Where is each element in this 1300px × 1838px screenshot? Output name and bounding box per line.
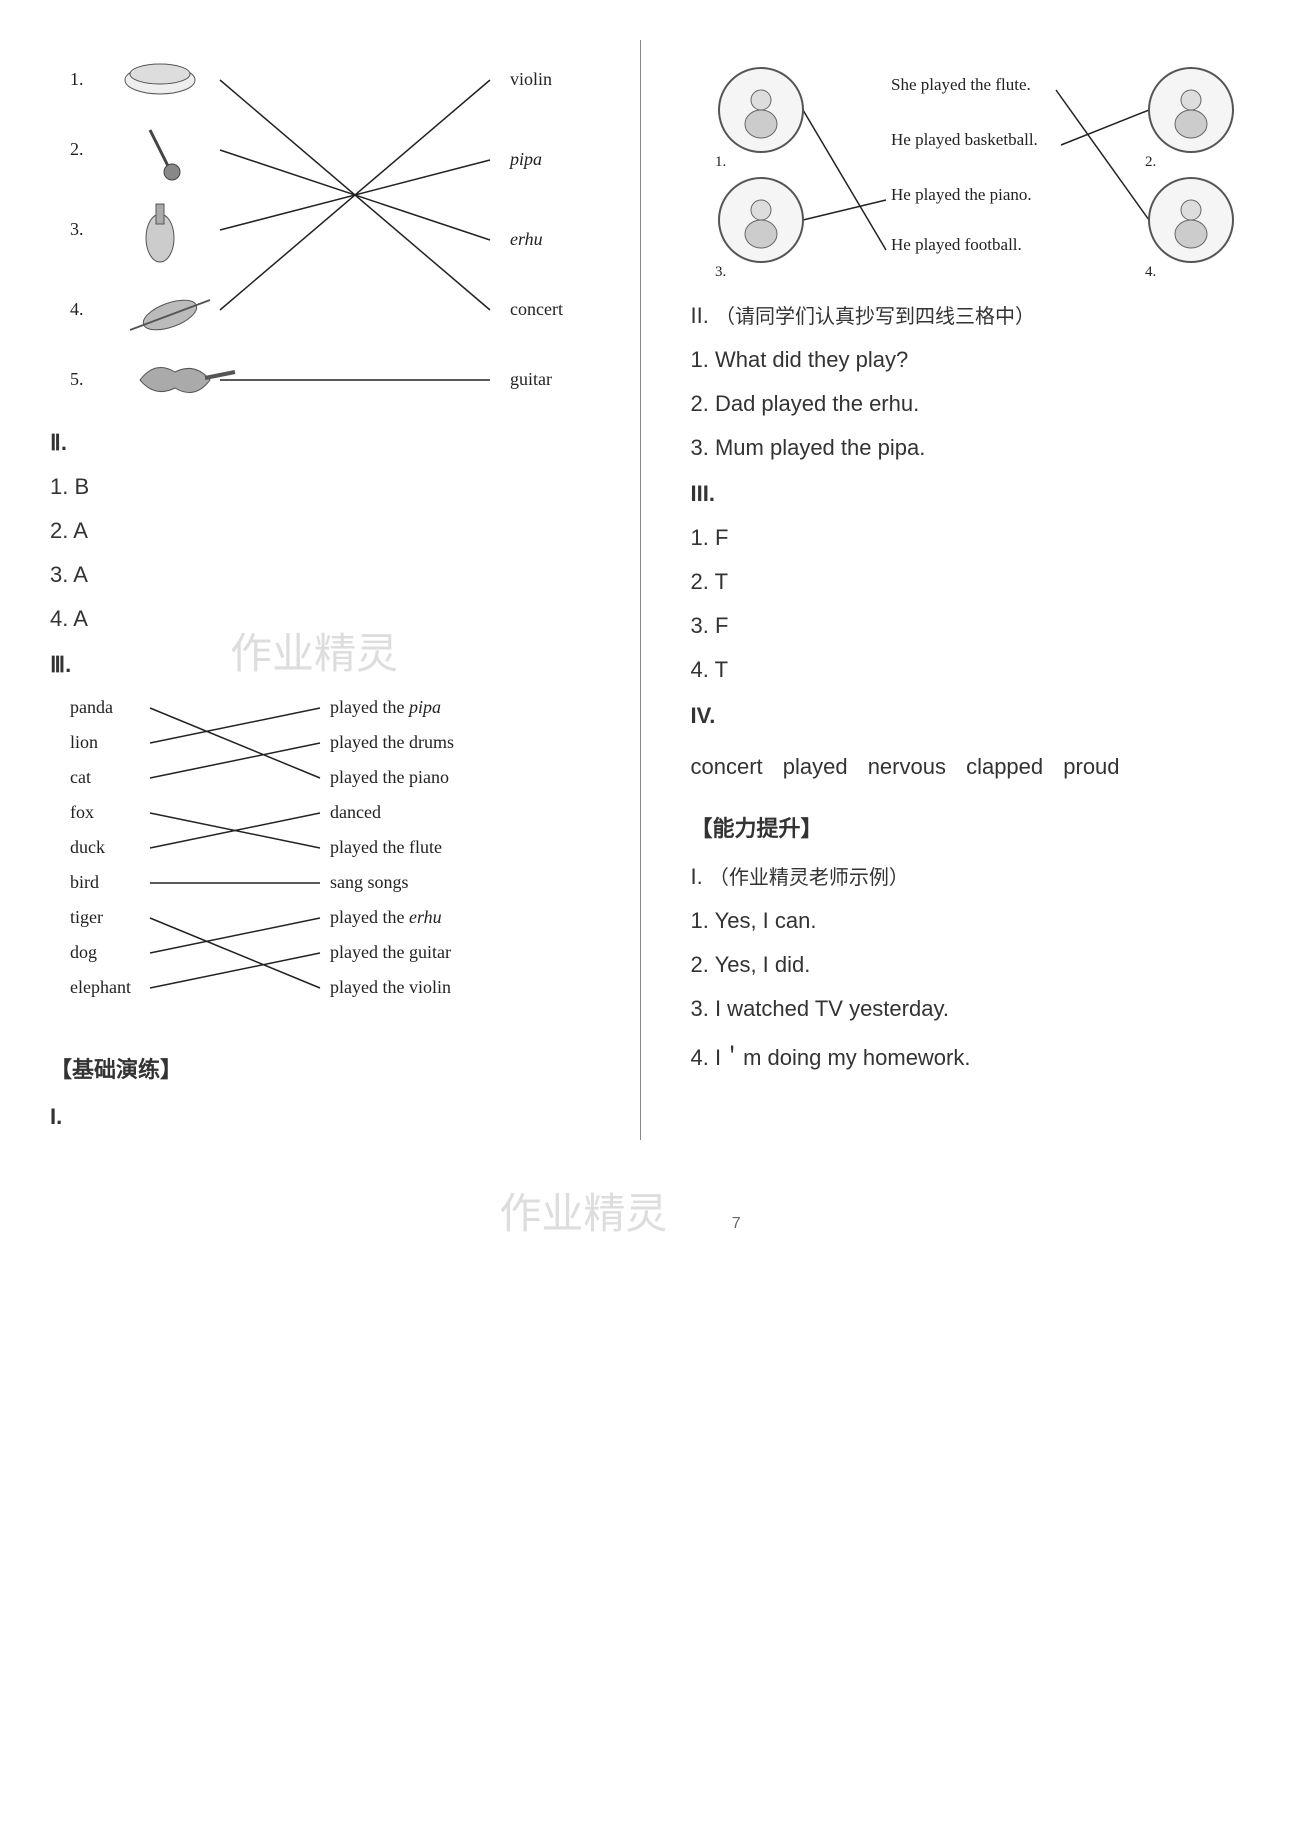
- heading-ability: 【能力提升】: [691, 811, 1251, 843]
- svg-text:played the piano: played the piano: [330, 767, 449, 787]
- svg-text:tiger: tiger: [70, 907, 103, 927]
- diagram3-svg: panda played the pipa lion played the drums…: [50, 688, 590, 1028]
- svg-text:bird: bird: [70, 872, 99, 892]
- svg-text:fox: fox: [70, 802, 94, 822]
- example-line: 3. I watched TV yesterday.: [691, 996, 1251, 1022]
- watermark-2: 作业精灵: [499, 1192, 667, 1238]
- svg-text:3.: 3.: [70, 219, 84, 239]
- svg-text:3.: 3.: [715, 264, 726, 280]
- section-i-note: （作业精灵老师示例）: [709, 867, 909, 889]
- svg-text:erhu: erhu: [510, 229, 543, 249]
- section-iii-label: Ⅲ.: [50, 652, 610, 678]
- svg-text:He played basketball.: He played basketball.: [891, 130, 1038, 149]
- svg-text:played the drums: played the drums: [330, 732, 454, 752]
- heading-basic-practice: 【基础演练】: [50, 1052, 610, 1084]
- section-i-label-left: I.: [50, 1104, 610, 1130]
- section-ii-label-right: II.: [691, 303, 709, 328]
- svg-text:4.: 4.: [70, 299, 84, 319]
- answer-line: 3. A: [50, 562, 610, 588]
- section-i-header-right: I. （作业精灵老师示例）: [691, 861, 1251, 890]
- tf-line: 4. T: [691, 657, 1251, 683]
- svg-text:danced: danced: [330, 802, 381, 822]
- svg-text:She played the flute.: She played the flute.: [891, 75, 1031, 94]
- svg-text:2.: 2.: [1145, 154, 1156, 170]
- section-iii-label-right: III.: [691, 481, 1251, 507]
- svg-text:sang songs: sang songs: [330, 872, 409, 892]
- svg-text:violin: violin: [510, 69, 552, 89]
- page-footer: 作业精灵 7: [50, 1180, 1250, 1241]
- section-ii-sentences: 1. What did they play? 2. Dad played the …: [691, 347, 1251, 461]
- right-column: 1. 2. 3. 4. She played the flute. He played b…: [671, 40, 1251, 1140]
- section-ii-note: （请同学们认真抄写到四线三格中）: [715, 306, 1035, 328]
- matching-diagram-top-right: 1. 2. 3. 4. She played the flute. He played b…: [691, 50, 1251, 280]
- svg-text:concert: concert: [510, 299, 563, 319]
- tf-line: 2. T: [691, 569, 1251, 595]
- svg-text:played the flute: played the flute: [330, 837, 442, 857]
- svg-text:played the guitar: played the guitar: [330, 942, 451, 962]
- section-ii-answers: 1. B 2. A 3. A 4. A: [50, 474, 610, 632]
- svg-text:duck: duck: [70, 837, 105, 857]
- section-iv-words: concert played nervous clapped proud: [691, 747, 1251, 787]
- svg-text:dog: dog: [70, 942, 97, 962]
- svg-text:4.: 4.: [1145, 264, 1156, 280]
- answer-line: 2. A: [50, 518, 610, 544]
- svg-text:cat: cat: [70, 767, 91, 787]
- svg-text:5.: 5.: [70, 369, 84, 389]
- section-iv-label: IV.: [691, 703, 1251, 729]
- svg-text:lion: lion: [70, 732, 98, 752]
- answer-line: 1. B: [50, 474, 610, 500]
- svg-text:elephant: elephant: [70, 977, 131, 997]
- answer-line: 4. A: [50, 606, 610, 632]
- tf-line: 1. F: [691, 525, 1251, 551]
- matching-diagram-1: 1. 2. 3. 4. 5. violin pipa erhu concert guitar: [50, 50, 610, 410]
- svg-text:panda: panda: [70, 697, 113, 717]
- sentence-line: 3. Mum played the pipa.: [691, 435, 1251, 461]
- svg-text:played the pipa: played the pipa: [330, 697, 441, 717]
- svg-text:He played football.: He played football.: [891, 235, 1022, 254]
- svg-text:pipa: pipa: [508, 149, 542, 169]
- sentence-line: 1. What did they play?: [691, 347, 1251, 373]
- example-line: 1. Yes, I can.: [691, 908, 1251, 934]
- example-line: 4. I＇m doing my homework.: [691, 1040, 1251, 1072]
- section-i-answers: 1. Yes, I can. 2. Yes, I did. 3. I watched…: [691, 908, 1251, 1072]
- diagram1-svg: 1. 2. 3. 4. 5. violin pipa erhu concert guitar: [50, 50, 590, 410]
- matching-diagram-3: panda played the pipa lion played the drums…: [50, 688, 610, 1028]
- section-i-label-right: I.: [691, 864, 703, 889]
- section-iii-answers: 1. F 2. T 3. F 4. T: [691, 525, 1251, 683]
- example-line: 2. Yes, I did.: [691, 952, 1251, 978]
- svg-text:2.: 2.: [70, 139, 84, 159]
- section-ii-label: Ⅱ.: [50, 430, 610, 456]
- diagram-right-svg: 1. 2. 3. 4. She played the flute. He played b…: [691, 50, 1251, 280]
- svg-text:guitar: guitar: [510, 369, 552, 389]
- svg-text:He played the piano.: He played the piano.: [891, 185, 1032, 204]
- svg-text:1.: 1.: [70, 69, 84, 89]
- sentence-line: 2. Dad played the erhu.: [691, 391, 1251, 417]
- svg-text:played the erhu: played the erhu: [330, 907, 442, 927]
- svg-text:1.: 1.: [715, 154, 726, 170]
- left-column: 1. 2. 3. 4. 5. violin pipa erhu concert guitar Ⅱ.…: [50, 40, 641, 1140]
- svg-text:played the violin: played the violin: [330, 977, 451, 997]
- section-ii-header-right: II. （请同学们认真抄写到四线三格中）: [691, 300, 1251, 329]
- page-number: 7: [732, 1215, 741, 1232]
- tf-line: 3. F: [691, 613, 1251, 639]
- page-worksheet: 1. 2. 3. 4. 5. violin pipa erhu concert guitar Ⅱ.…: [50, 40, 1250, 1140]
